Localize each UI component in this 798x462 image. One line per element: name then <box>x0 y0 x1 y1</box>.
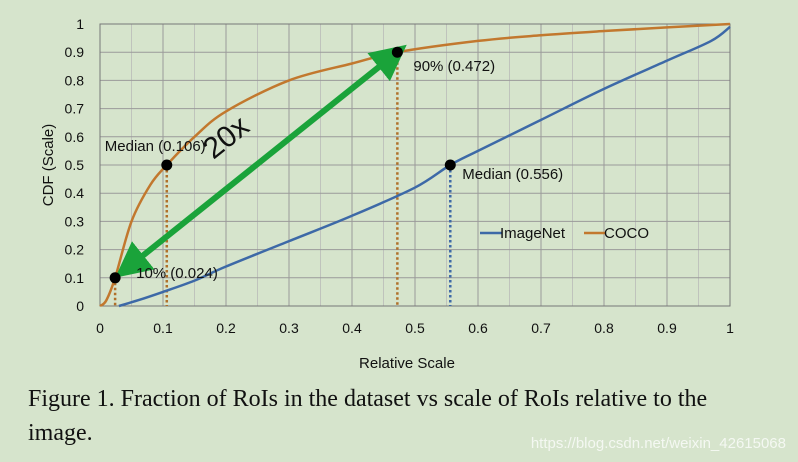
legend-label-imagenet: ImageNet <box>500 225 566 242</box>
x-tick-label: 0.7 <box>531 320 551 336</box>
y-axis-label: CDF (Scale) <box>40 124 57 207</box>
marker-point <box>109 272 121 284</box>
y-axis-ticks: 0 0.1 0.2 0.3 0.4 0.5 0.6 0.7 0.8 0.9 1 <box>65 16 85 314</box>
markers: Median (0.106) 10% (0.024) 90% (0.472) Medi… <box>105 46 563 284</box>
double-arrow-line <box>115 44 407 278</box>
y-tick-label: 0.3 <box>65 213 85 229</box>
chart-svg: 0 0.1 0.2 0.3 0.4 0.5 0.6 0.7 0.8 0.9 1 0 0.1 0.2 0.3… <box>40 16 734 372</box>
marker-label: 90% (0.472) <box>413 58 495 75</box>
legend-label-coco: COCO <box>604 225 649 242</box>
marker-label: 10% (0.024) <box>136 265 218 282</box>
marker-point <box>391 46 403 58</box>
y-tick-label: 0.7 <box>65 101 85 117</box>
x-tick-label: 1 <box>726 320 734 336</box>
x-tick-label: 0.8 <box>594 320 614 336</box>
legend: ImageNet COCO <box>480 225 649 242</box>
figure-caption: Figure 1. Fraction of RoIs in the datase… <box>28 386 708 446</box>
cdf-chart: 0 0.1 0.2 0.3 0.4 0.5 0.6 0.7 0.8 0.9 1 0 0.1 0.2 0.3… <box>40 16 734 372</box>
x-tick-label: 0.2 <box>216 320 236 336</box>
y-tick-label: 0.9 <box>65 44 85 60</box>
marker-point <box>161 159 173 171</box>
x-tick-label: 0.3 <box>279 320 299 336</box>
watermark: https://blog.csdn.net/weixin_42615068 <box>530 435 786 452</box>
y-tick-label: 0.2 <box>65 242 85 258</box>
y-tick-label: 0.1 <box>65 270 85 286</box>
x-axis-label: Relative Scale <box>359 355 455 372</box>
x-tick-label: 0.5 <box>405 320 425 336</box>
marker-label: Median (0.556) <box>462 166 563 183</box>
x-tick-label: 0.9 <box>657 320 677 336</box>
x-tick-label: 0.4 <box>342 320 362 336</box>
y-tick-label: 0.8 <box>65 72 85 88</box>
x-tick-label: 0.6 <box>468 320 488 336</box>
marker-point <box>444 159 456 171</box>
marker-label: Median (0.106) <box>105 138 206 155</box>
x-axis-ticks: 0 0.1 0.2 0.3 0.4 0.5 0.6 0.7 0.8 0.9 1 <box>96 320 734 336</box>
plot-frame <box>99 23 731 307</box>
y-tick-label: 0.6 <box>65 129 85 145</box>
y-tick-label: 1 <box>76 16 84 32</box>
x-tick-label: 0.1 <box>153 320 173 336</box>
y-tick-label: 0.4 <box>65 185 85 201</box>
y-tick-label: 0.5 <box>65 157 85 173</box>
series-line-imagenet <box>118 25 731 308</box>
y-tick-label: 0 <box>76 298 84 314</box>
x-tick-label: 0 <box>96 320 104 336</box>
arrow-label: 20x <box>197 110 255 166</box>
